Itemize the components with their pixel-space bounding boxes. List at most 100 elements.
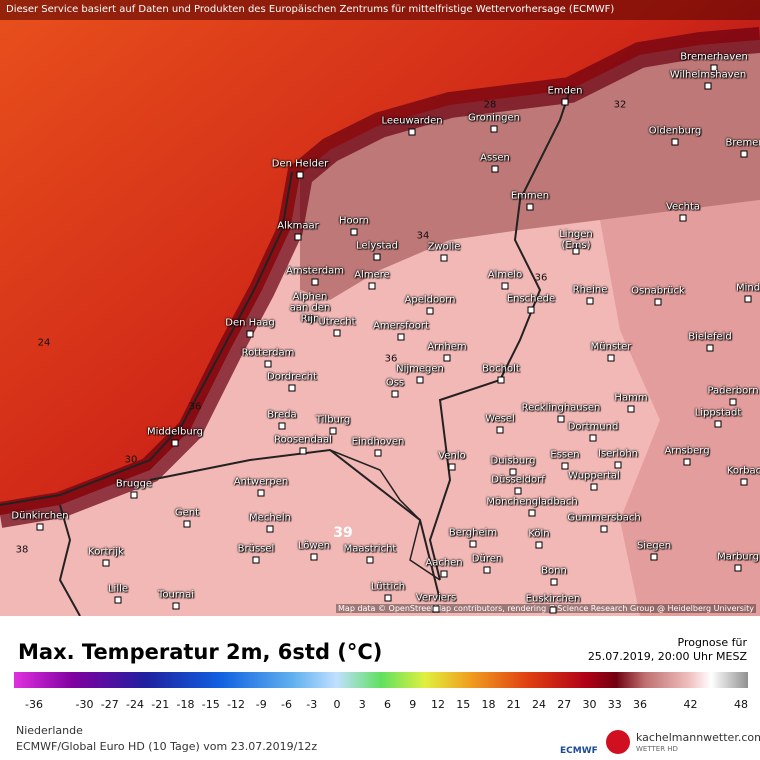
colorbar-tick-label: -3: [306, 698, 318, 711]
city-label: Bremer: [725, 137, 760, 149]
city-label: Eindhoven: [351, 436, 405, 448]
city-label: Wuppertal: [568, 470, 620, 482]
colorbar-tick-label: -21: [151, 698, 170, 711]
city-label: Paderborn: [707, 385, 759, 397]
city-marker: [288, 384, 296, 392]
city-marker: [36, 523, 44, 531]
contour-label: 36: [534, 272, 548, 284]
city-label: Wesel: [485, 413, 515, 425]
colorbar-tick-label: -9: [255, 698, 267, 711]
city-marker: [490, 125, 498, 133]
contour-label: 38: [15, 544, 29, 556]
city-label: Mind: [735, 282, 760, 294]
city-marker: [549, 606, 557, 614]
city-label: Euskirchen: [525, 593, 581, 605]
city-label: Oss: [385, 377, 405, 389]
legend-title: Max. Temperatur 2m, 6std (°C): [18, 640, 383, 664]
city-marker: [130, 491, 138, 499]
city-label: Almere: [354, 269, 390, 281]
city-label: Utrecht: [318, 316, 356, 328]
city-marker: [671, 138, 679, 146]
city-label: Oldenburg: [648, 125, 702, 137]
colorbar-tick-label: 6: [384, 698, 391, 711]
city-label: Hoorn: [338, 215, 370, 227]
ecmwf-logo: ECMWF: [560, 746, 598, 756]
city-label: Enschede: [506, 293, 556, 305]
city-marker: [654, 298, 662, 306]
city-marker: [426, 307, 434, 315]
city-marker: [257, 489, 265, 497]
colorbar-tick-label: -12: [227, 698, 245, 711]
city-label: Vechta: [665, 201, 701, 213]
city-label: Duisburg: [490, 455, 536, 467]
city-label: Maastricht: [343, 543, 397, 555]
model-run: ECMWF/Global Euro HD (10 Tage) vom 23.07…: [16, 740, 318, 753]
map: Dieser Service basiert auf Daten und Pro…: [0, 0, 760, 616]
colorbar-tick-label: -27: [100, 698, 119, 711]
city-label: Verviers: [415, 592, 457, 604]
city-label: Den Haag: [225, 317, 275, 329]
city-label: Hamm: [614, 392, 648, 404]
city-marker: [350, 228, 358, 236]
city-marker: [706, 344, 714, 352]
city-marker: [416, 376, 424, 384]
city-marker: [246, 330, 254, 338]
city-marker: [483, 566, 491, 574]
city-marker: [527, 306, 535, 314]
city-label: Rheine: [572, 284, 608, 296]
city-marker: [294, 233, 302, 241]
brand-sub: WETTER HD: [636, 745, 678, 753]
city-label: Dordrecht: [267, 371, 317, 383]
city-marker: [572, 247, 580, 255]
city-label: Lüttich: [370, 581, 406, 593]
city-marker: [448, 463, 456, 471]
city-marker: [561, 462, 569, 470]
city-marker: [710, 64, 718, 72]
city-marker: [373, 253, 381, 261]
city-label: Almelo: [487, 269, 523, 281]
region: Niederlande: [16, 724, 83, 737]
colorbar-tick-label: 48: [734, 698, 748, 711]
city-label: Düren: [471, 553, 503, 565]
city-label: Essen: [550, 449, 580, 461]
city-label: Antwerpen: [233, 476, 289, 488]
city-label: Lelystad: [356, 240, 398, 252]
city-label: Emmen: [510, 190, 550, 202]
forecast-label: Prognose für: [677, 636, 748, 649]
city-marker: [501, 282, 509, 290]
city-marker: [509, 468, 517, 476]
city-label: Mecheln: [249, 512, 291, 524]
contour-label: 24: [37, 337, 51, 349]
colorbar-tick-label: 21: [506, 698, 521, 711]
colorbar-tick-label: -15: [201, 698, 220, 711]
city-marker: [586, 297, 594, 305]
city-label: Marburg: [717, 551, 759, 563]
city-marker: [443, 354, 451, 362]
city-label: Breda: [267, 409, 297, 421]
city-marker: [491, 165, 499, 173]
city-label: Gummersbach: [567, 512, 641, 524]
colorbar-tick-label: 30: [582, 698, 597, 711]
colorbar-tick-label: -30: [75, 698, 94, 711]
city-label: Gent: [174, 507, 200, 519]
city-marker: [683, 458, 691, 466]
map-background: [0, 0, 760, 616]
city-label: Groningen: [467, 112, 521, 124]
city-marker: [614, 461, 622, 469]
city-label: Mönchengladbach: [486, 496, 578, 508]
colorbar-tick-label: 42: [683, 698, 698, 711]
city-label: Alkmaar: [277, 220, 319, 232]
city-label: Arnsberg: [664, 445, 710, 457]
city-marker: [714, 420, 722, 428]
contour-label: 39: [333, 525, 353, 541]
colorbar-tick-label: -6: [281, 698, 292, 711]
city-label: Middelburg: [146, 426, 204, 438]
city-label: Tournai: [157, 589, 195, 601]
colorbar-tick-label: -24: [126, 698, 144, 711]
city-marker: [311, 278, 319, 286]
city-label: Dünkirchen: [11, 510, 69, 522]
city-label: Leeuwarden: [381, 115, 443, 127]
city-marker: [306, 315, 314, 323]
colorbar-tick-label: 0: [333, 698, 341, 711]
